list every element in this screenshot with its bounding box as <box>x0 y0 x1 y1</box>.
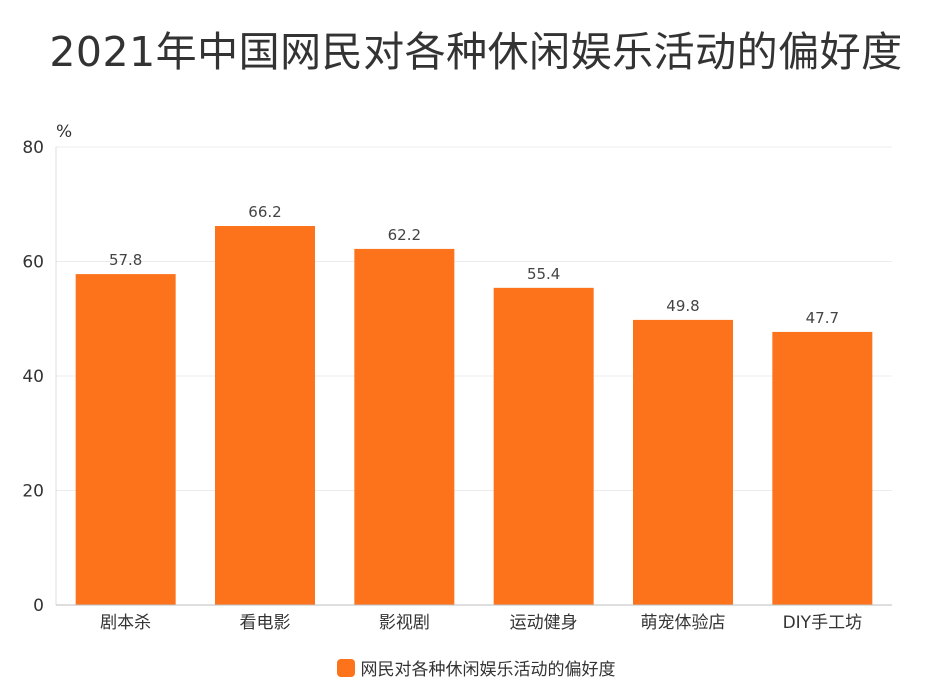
x-tick-label: 影视剧 <box>379 613 430 633</box>
bar <box>493 287 594 605</box>
bar-value-label: 49.8 <box>666 297 699 315</box>
x-tick-label: 剧本杀 <box>100 613 151 633</box>
x-tick-label: DIY手工坊 <box>783 613 863 633</box>
bar <box>633 319 733 605</box>
legend-swatch <box>336 658 355 677</box>
bar <box>75 274 176 605</box>
y-tick-label: 40 <box>22 367 44 387</box>
x-tick-label: 运动健身 <box>510 613 578 633</box>
legend[interactable]: 网民对各种休闲娱乐活动的偏好度 <box>0 655 952 680</box>
bar-value-label: 55.4 <box>527 265 560 283</box>
y-axis-label: % <box>56 122 72 142</box>
x-tick-label: 萌宠体验店 <box>641 613 726 633</box>
y-tick-label: 20 <box>22 482 44 502</box>
bar-value-label: 66.2 <box>248 203 281 221</box>
y-tick-label: 80 <box>22 138 44 158</box>
legend-label: 网民对各种休闲娱乐活动的偏好度 <box>360 660 616 680</box>
y-tick-label: 0 <box>33 596 44 616</box>
x-tick-label: 看电影 <box>240 613 291 633</box>
chart-title: 2021年中国网民对各种休闲娱乐活动的偏好度 <box>49 28 903 76</box>
bar <box>354 248 455 605</box>
bar-value-label: 62.2 <box>388 226 421 244</box>
y-tick-label: 60 <box>22 253 44 273</box>
bar-value-label: 57.8 <box>109 251 142 269</box>
bar <box>215 226 315 605</box>
bar <box>772 331 873 605</box>
bar-chart: 0 20 40 60 80% 57.8 剧本杀 66.2 看电影 62.2 影视剧 55.4 运动健身 4… <box>22 122 892 633</box>
bar-value-label: 47.7 <box>806 309 839 327</box>
